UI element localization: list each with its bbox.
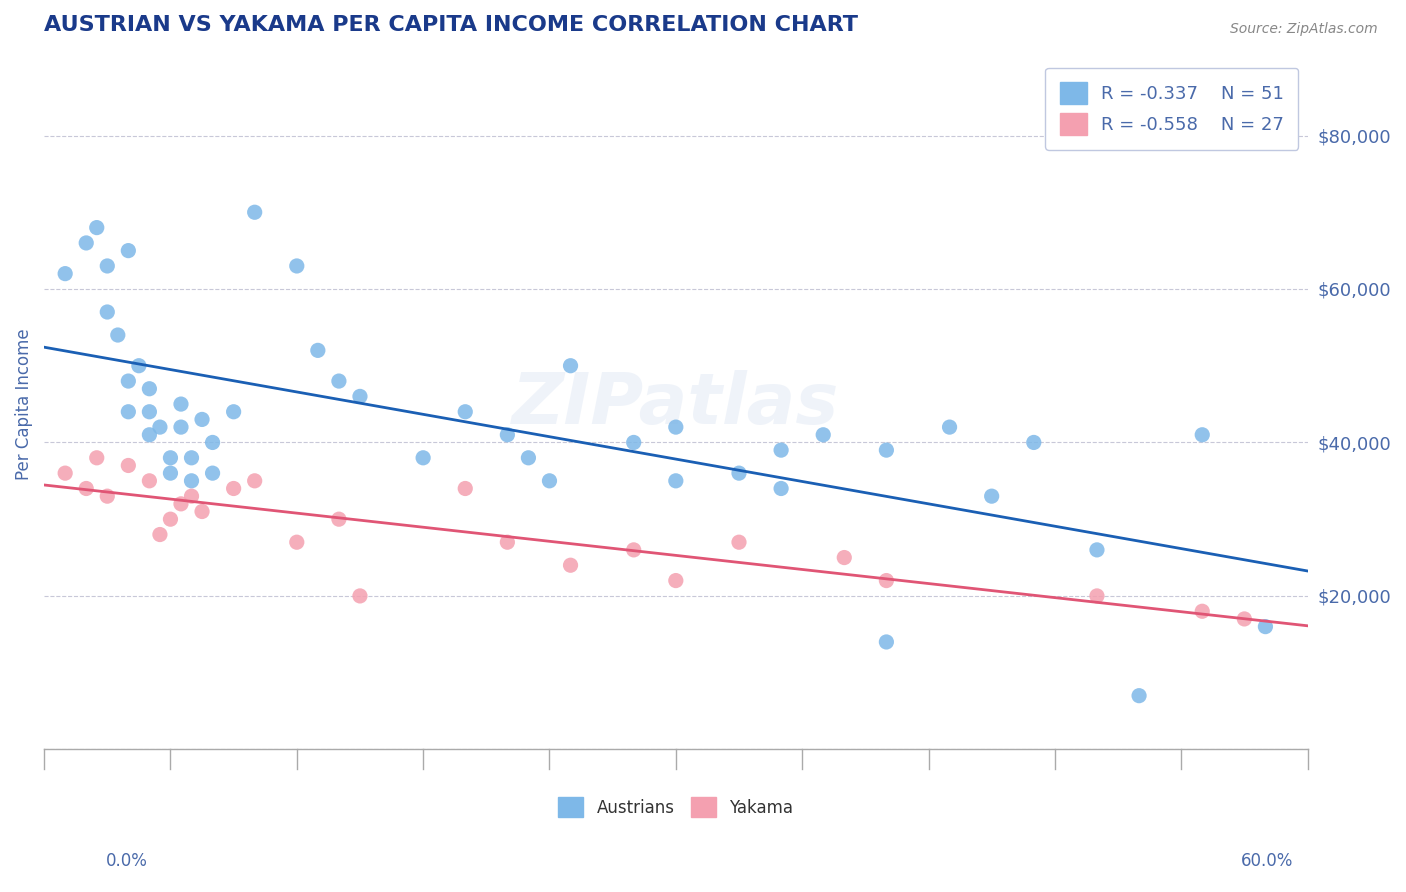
Point [159, 512, 181, 526]
Point [875, 574, 897, 588]
Point [86, 450, 108, 465]
Point [170, 497, 193, 511]
Point [1233, 612, 1256, 626]
Text: AUSTRIAN VS YAKAMA PER CAPITA INCOME CORRELATION CHART: AUSTRIAN VS YAKAMA PER CAPITA INCOME COR… [44, 15, 858, 35]
Point [623, 435, 645, 450]
Point [243, 474, 266, 488]
Point [201, 466, 224, 480]
Point [560, 558, 582, 573]
Point [159, 450, 181, 465]
Point [75, 235, 97, 250]
Point [117, 374, 139, 388]
Point [201, 435, 224, 450]
Point [96, 305, 118, 319]
Point [728, 466, 751, 480]
Point [875, 635, 897, 649]
Text: 60.0%: 60.0% [1241, 852, 1294, 870]
Point [813, 427, 835, 442]
Point [1085, 542, 1108, 557]
Point [560, 359, 582, 373]
Legend: Austrians, Yakama: Austrians, Yakama [551, 790, 800, 824]
Point [496, 535, 519, 549]
Point [53, 466, 76, 480]
Point [138, 427, 160, 442]
Point [180, 489, 202, 503]
Point [191, 504, 214, 518]
Point [149, 527, 172, 541]
Point [53, 267, 76, 281]
Point [496, 427, 519, 442]
Point [665, 574, 688, 588]
Point [222, 405, 245, 419]
Point [138, 474, 160, 488]
Point [285, 259, 308, 273]
Point [180, 474, 202, 488]
Point [665, 420, 688, 434]
Point [149, 420, 172, 434]
Point [349, 589, 371, 603]
Point [138, 382, 160, 396]
Point [222, 482, 245, 496]
Point [243, 205, 266, 219]
Point [623, 542, 645, 557]
Point [412, 450, 434, 465]
Point [517, 450, 540, 465]
Point [170, 397, 193, 411]
Point [170, 420, 193, 434]
Point [665, 474, 688, 488]
Point [1191, 604, 1213, 618]
Point [117, 405, 139, 419]
Point [328, 512, 350, 526]
Point [770, 443, 793, 458]
Point [1254, 619, 1277, 633]
Point [349, 389, 371, 403]
Point [328, 374, 350, 388]
Point [180, 450, 202, 465]
Text: Source: ZipAtlas.com: Source: ZipAtlas.com [1230, 22, 1378, 37]
Point [1022, 435, 1045, 450]
Point [86, 220, 108, 235]
Point [832, 550, 855, 565]
Point [96, 489, 118, 503]
Point [938, 420, 960, 434]
Point [454, 482, 477, 496]
Point [980, 489, 1002, 503]
Point [75, 482, 97, 496]
Point [191, 412, 214, 426]
Point [1191, 427, 1213, 442]
Point [96, 259, 118, 273]
Point [159, 466, 181, 480]
Point [117, 244, 139, 258]
Text: 0.0%: 0.0% [105, 852, 148, 870]
Point [117, 458, 139, 473]
Point [454, 405, 477, 419]
Text: ZIPatlas: ZIPatlas [512, 369, 839, 439]
Point [770, 482, 793, 496]
Point [538, 474, 561, 488]
Point [285, 535, 308, 549]
Y-axis label: Per Capita Income: Per Capita Income [15, 328, 32, 480]
Point [128, 359, 150, 373]
Point [728, 535, 751, 549]
Point [138, 405, 160, 419]
Point [307, 343, 329, 358]
Point [875, 443, 897, 458]
Point [1085, 589, 1108, 603]
Point [107, 328, 129, 343]
Point [1128, 689, 1150, 703]
